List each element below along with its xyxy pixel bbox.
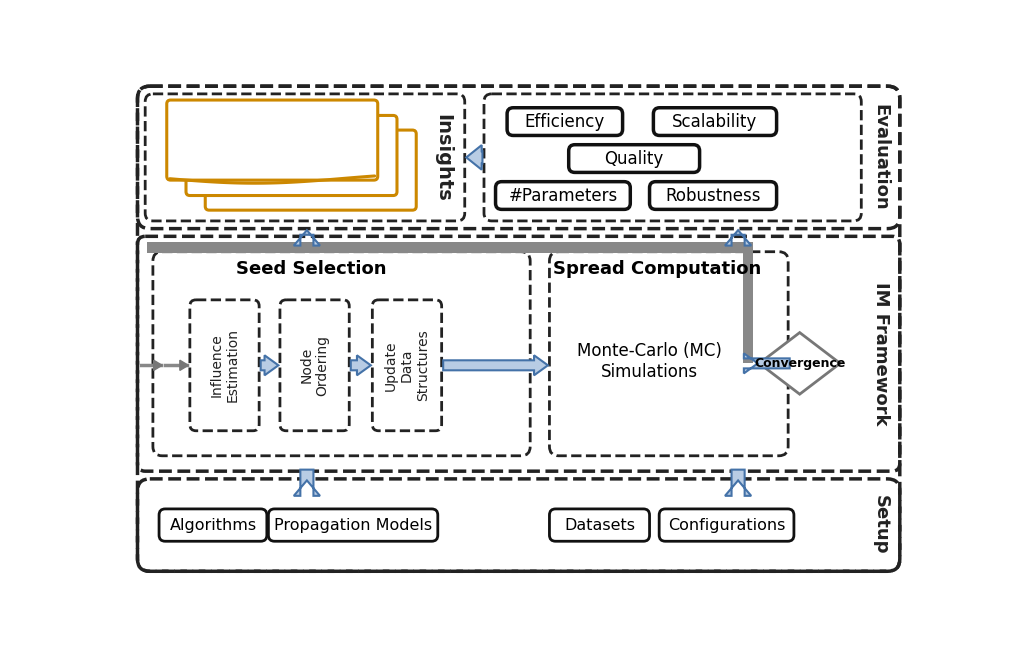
Polygon shape xyxy=(725,470,751,496)
FancyBboxPatch shape xyxy=(569,145,699,173)
Text: Quality: Quality xyxy=(605,150,664,167)
FancyBboxPatch shape xyxy=(206,130,416,210)
Polygon shape xyxy=(744,353,790,373)
Text: Setup: Setup xyxy=(871,495,890,555)
Polygon shape xyxy=(294,470,320,496)
Text: Monte-Carlo (MC)
Simulations: Monte-Carlo (MC) Simulations xyxy=(577,342,722,381)
Text: Influence
Estimation: Influence Estimation xyxy=(210,328,239,402)
FancyBboxPatch shape xyxy=(496,182,630,209)
Text: Convergence: Convergence xyxy=(754,357,845,370)
Polygon shape xyxy=(725,230,751,245)
Text: #Parameters: #Parameters xyxy=(508,186,618,205)
Text: IM Framework: IM Framework xyxy=(871,282,890,426)
Text: Insights: Insights xyxy=(434,114,453,201)
Text: Datasets: Datasets xyxy=(564,517,635,532)
FancyBboxPatch shape xyxy=(507,108,623,135)
Bar xyxy=(743,243,753,364)
Text: Seed Selection: Seed Selection xyxy=(236,260,387,278)
Polygon shape xyxy=(466,145,483,170)
FancyBboxPatch shape xyxy=(649,182,777,209)
FancyBboxPatch shape xyxy=(654,108,777,135)
FancyBboxPatch shape xyxy=(660,509,794,542)
Text: Evaluation: Evaluation xyxy=(871,104,890,211)
Text: Update
Data
Structures: Update Data Structures xyxy=(384,330,431,401)
Polygon shape xyxy=(759,333,840,394)
Text: Algorithms: Algorithms xyxy=(169,517,257,532)
Polygon shape xyxy=(154,360,162,370)
Polygon shape xyxy=(294,230,320,245)
Polygon shape xyxy=(351,355,371,375)
FancyBboxPatch shape xyxy=(167,100,378,180)
FancyBboxPatch shape xyxy=(269,509,438,542)
Polygon shape xyxy=(180,360,188,370)
Text: Node
Ordering: Node Ordering xyxy=(299,335,330,396)
FancyBboxPatch shape xyxy=(159,509,267,542)
Text: Configurations: Configurations xyxy=(668,517,785,532)
Text: Scalability: Scalability xyxy=(672,112,757,131)
FancyBboxPatch shape xyxy=(550,509,649,542)
Text: Robustness: Robustness xyxy=(666,186,760,205)
Text: Spread Computation: Spread Computation xyxy=(553,260,761,278)
Text: Propagation Models: Propagation Models xyxy=(274,517,433,532)
Polygon shape xyxy=(261,355,278,375)
FancyBboxPatch shape xyxy=(186,116,397,196)
Bar xyxy=(147,243,753,253)
Polygon shape xyxy=(443,355,548,375)
Text: Efficiency: Efficiency xyxy=(524,112,605,131)
